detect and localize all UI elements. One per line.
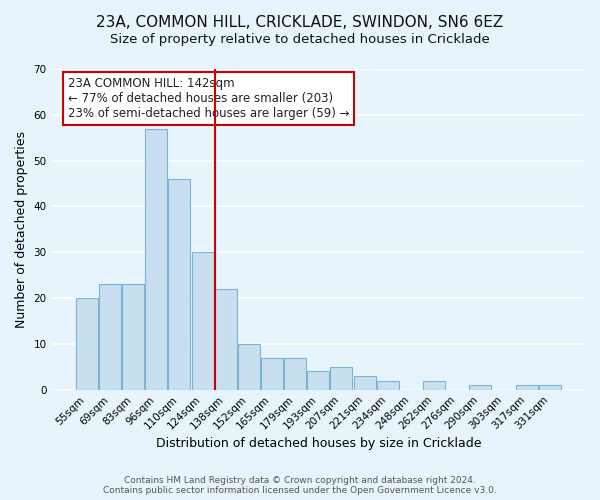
Bar [423,380,445,390]
Bar [191,252,214,390]
Y-axis label: Number of detached properties: Number of detached properties [15,131,28,328]
Bar [145,128,167,390]
Bar [169,179,190,390]
Bar [261,358,283,390]
Bar [76,298,98,390]
Bar [215,289,236,390]
Text: Size of property relative to detached houses in Cricklade: Size of property relative to detached ho… [110,32,490,46]
Bar [469,385,491,390]
Bar [122,284,144,390]
X-axis label: Distribution of detached houses by size in Cricklade: Distribution of detached houses by size … [155,437,481,450]
Bar [377,380,399,390]
Text: 23A, COMMON HILL, CRICKLADE, SWINDON, SN6 6EZ: 23A, COMMON HILL, CRICKLADE, SWINDON, SN… [97,15,503,30]
Text: 23A COMMON HILL: 142sqm
← 77% of detached houses are smaller (203)
23% of semi-d: 23A COMMON HILL: 142sqm ← 77% of detache… [68,77,349,120]
Bar [515,385,538,390]
Bar [331,367,352,390]
Bar [307,372,329,390]
Bar [284,358,306,390]
Bar [353,376,376,390]
Bar [539,385,561,390]
Bar [238,344,260,390]
Text: Contains HM Land Registry data © Crown copyright and database right 2024.
Contai: Contains HM Land Registry data © Crown c… [103,476,497,495]
Bar [99,284,121,390]
